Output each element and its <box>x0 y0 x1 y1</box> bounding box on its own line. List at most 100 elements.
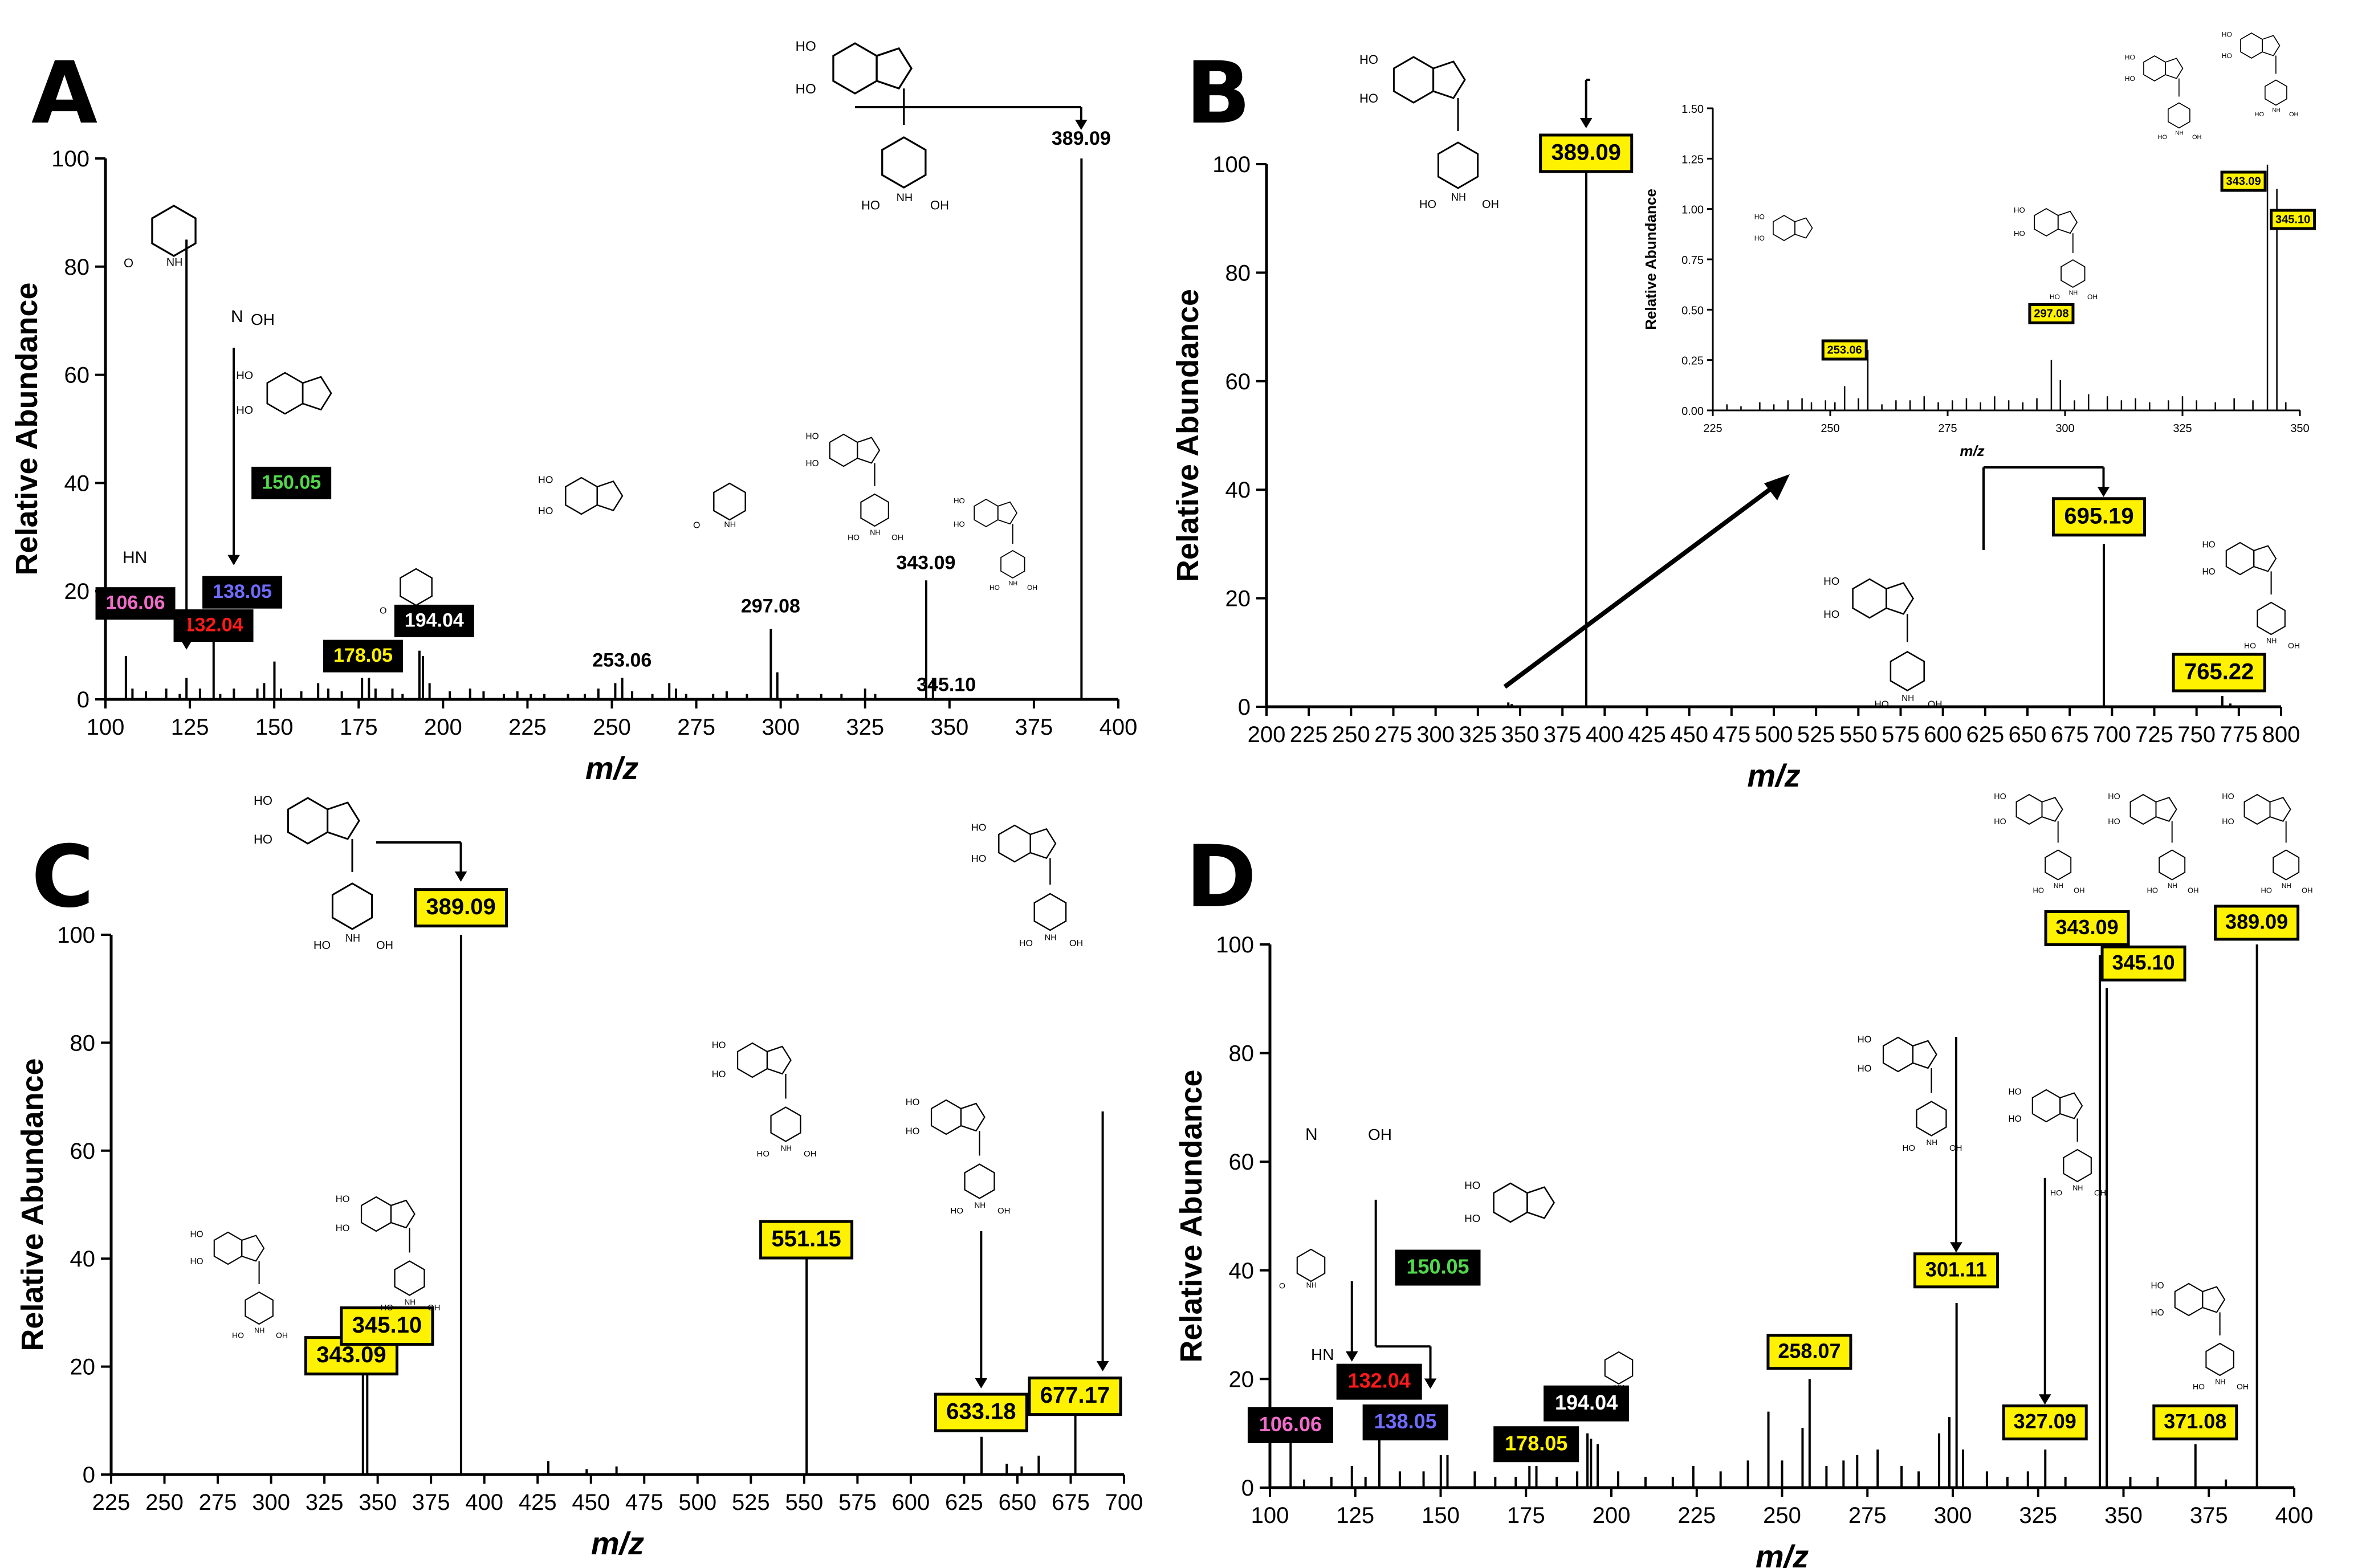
peak-label-box <box>1362 1404 1448 1441</box>
x-tick-label: 300 <box>1416 722 1455 747</box>
ring <box>390 1199 416 1229</box>
ring <box>2243 793 2271 825</box>
chemical-structure: NH O <box>1279 1248 1326 1290</box>
chem-label: NH <box>870 528 880 536</box>
peak-label-text: 327.09 <box>2014 1410 2076 1433</box>
chem-label: OH <box>376 939 393 952</box>
chem-label: NH <box>345 932 360 944</box>
peak-label: 253.06 <box>592 650 651 671</box>
chemical-structure: HO HO HO OH NH <box>2009 1087 2107 1197</box>
x-tick-label: 575 <box>838 1490 877 1515</box>
panel-letter: B <box>1186 44 1251 143</box>
peak-label: 258.07 <box>1766 1334 1852 1370</box>
x-axis-title: m/z <box>585 750 638 786</box>
arrow-head <box>227 555 240 565</box>
chem-label: HO <box>1019 939 1033 948</box>
chem-label: NH <box>2072 1184 2083 1192</box>
ring <box>327 801 360 840</box>
chemical-structure: HO HO HO OH NH <box>1994 792 2084 894</box>
ring <box>713 482 746 521</box>
ring <box>766 1045 792 1075</box>
chemical-structure: HO HO HO OH NH <box>954 496 1037 592</box>
chem-label: OH <box>1482 198 1499 211</box>
inset-x-tick-label: 250 <box>1821 422 1839 435</box>
x-tick-label: 725 <box>2135 722 2173 747</box>
y-tick-label: 40 <box>1229 1259 1255 1284</box>
chem-label: NH <box>2069 290 2078 296</box>
x-tick-label: 250 <box>1763 1503 1801 1528</box>
x-tick-label: 150 <box>255 715 294 740</box>
peak-label: 132.04 <box>173 609 254 642</box>
ring <box>213 1231 243 1265</box>
ring <box>266 372 304 415</box>
x-tick-label: 450 <box>572 1490 610 1515</box>
x-tick-label: 400 <box>2275 1503 2314 1528</box>
peak-label-text: 301.11 <box>1925 1257 1987 1281</box>
ring <box>2129 793 2157 825</box>
ring <box>2273 849 2300 881</box>
x-tick-label: 300 <box>762 715 800 740</box>
x-tick-label: 100 <box>87 715 125 740</box>
ring <box>2257 601 2286 636</box>
inset-y-axis-title: Relative Abundance <box>1642 189 1659 330</box>
peak-label-box <box>1028 1376 1122 1416</box>
ring <box>1604 1351 1634 1385</box>
x-tick-label: 325 <box>1459 722 1497 747</box>
ring <box>770 1106 801 1142</box>
inset-peak-label: 297.08 <box>2028 303 2075 324</box>
peak-label-text: 253.06 <box>1827 344 1862 356</box>
x-tick-label: 275 <box>677 715 715 740</box>
ring <box>1437 141 1479 189</box>
x-tick-label: 475 <box>1712 722 1750 747</box>
ring <box>1852 578 1887 619</box>
peak-label: 389.09 <box>2214 905 2300 941</box>
chem-label: HO <box>2158 134 2168 141</box>
inset-x-tick-label: 275 <box>1938 422 1957 435</box>
chem-label: NH <box>254 1326 264 1334</box>
chem-label: HO <box>712 1040 726 1050</box>
ring <box>2174 1282 2204 1317</box>
peak-label: 132.04 <box>1336 1363 1422 1400</box>
x-tick-label: 200 <box>1593 1503 1631 1528</box>
chem-label: HO <box>190 1229 203 1239</box>
ring <box>2143 55 2166 82</box>
chemical-structure: HO HO HO OH NH <box>190 1229 288 1339</box>
chem-label: OH <box>1368 1126 1392 1143</box>
x-axis-title: m/z <box>1747 757 1800 793</box>
peak-label: 150.05 <box>1395 1249 1481 1286</box>
chem-label: OH <box>2288 641 2300 650</box>
peak-label-box <box>2172 653 2266 693</box>
peak-label-box <box>2044 910 2130 946</box>
chem-label: HN <box>1311 1346 1334 1363</box>
ring <box>1773 215 1795 241</box>
chem-label: HO <box>2033 886 2045 894</box>
chem-label: HO <box>1359 52 1378 67</box>
ring <box>2168 102 2190 129</box>
chem-label: HO <box>2050 293 2060 301</box>
chem-label: HO <box>2255 111 2265 118</box>
ring <box>2253 545 2277 572</box>
arrow-head <box>2038 1394 2051 1405</box>
chem-label: HO <box>971 822 986 833</box>
peak-label: 343.09 <box>2044 910 2130 946</box>
peak-label: 150.05 <box>251 466 332 499</box>
peak-label-text: 106.06 <box>1259 1412 1322 1436</box>
ring <box>857 437 881 464</box>
x-tick-label: 225 <box>1677 1503 1716 1528</box>
peak-label-text: 343.09 <box>2226 175 2261 188</box>
peak-label-box <box>1395 1249 1481 1286</box>
chem-label: HO <box>2014 229 2025 238</box>
peak-label: 765.22 <box>2172 653 2266 693</box>
chem-label: OH <box>1949 1143 1962 1153</box>
ring <box>1916 1101 1947 1137</box>
chem-label: HO <box>2050 1188 2062 1198</box>
y-tick-label: 20 <box>1229 1367 1255 1392</box>
peak-label-text: 132.04 <box>184 614 243 636</box>
y-tick-label: 60 <box>1229 1150 1255 1175</box>
chem-label: HO <box>232 1331 244 1340</box>
peak-label-box <box>2100 945 2186 981</box>
chem-label: HO <box>1823 575 1839 587</box>
ring <box>2155 797 2177 822</box>
